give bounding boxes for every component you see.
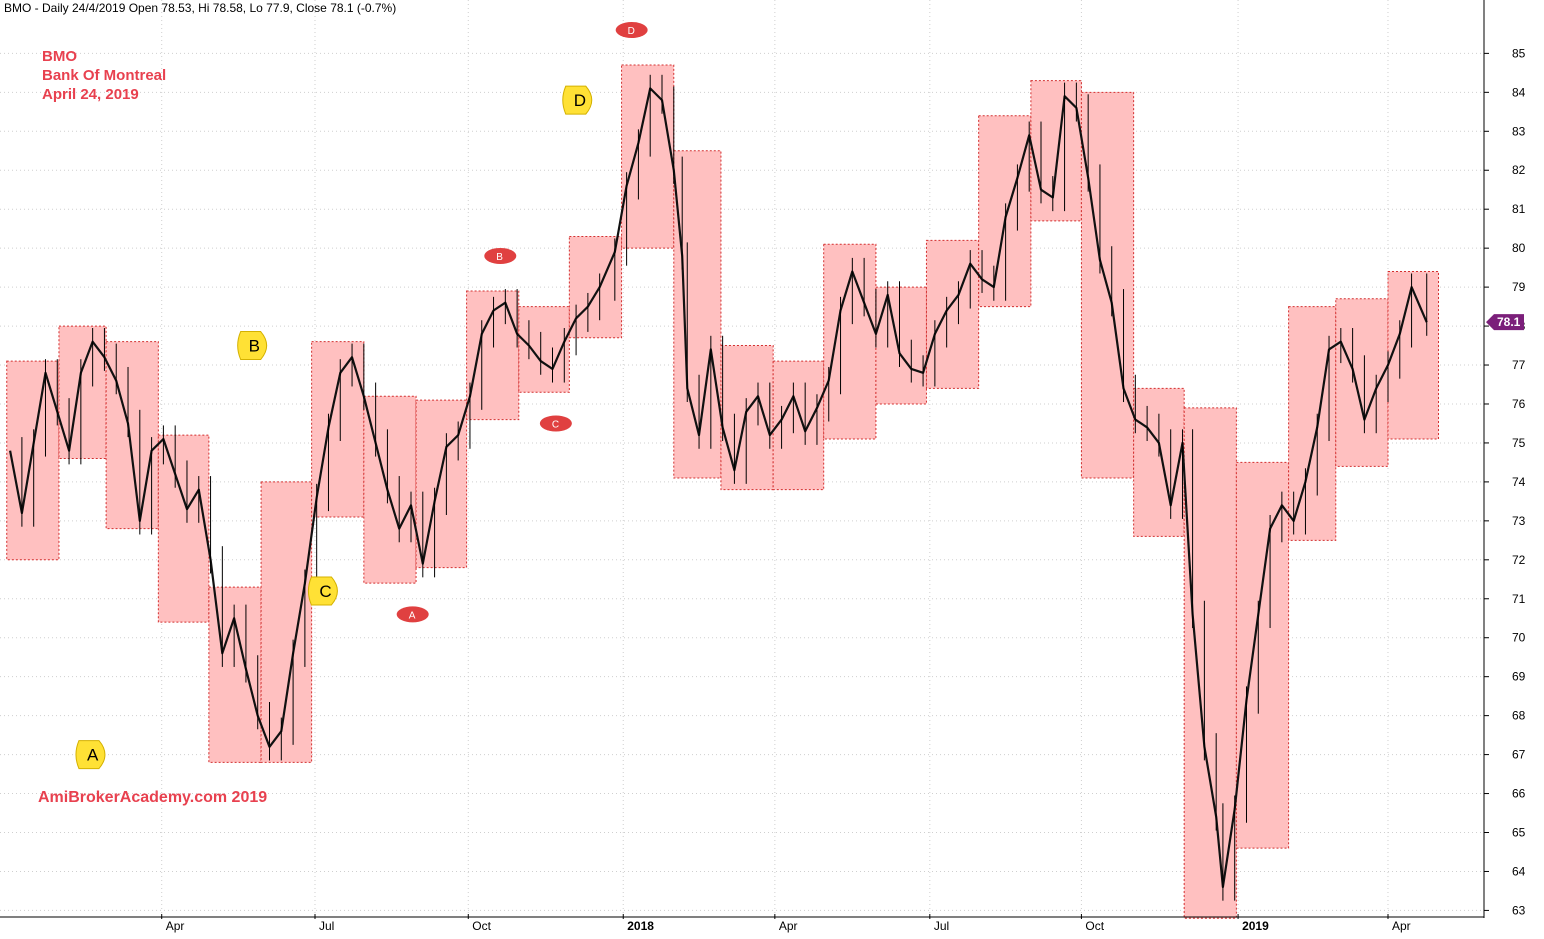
monthly-range-box: [1183, 407, 1237, 919]
monthly-range-box: [823, 243, 877, 440]
yellow-callout: [562, 85, 593, 115]
last-price-marker: [1486, 314, 1524, 331]
title-ticker: BMO: [42, 48, 77, 65]
title-company: Bank Of Montreal: [42, 67, 166, 84]
x-tick-label: 2018: [627, 919, 654, 933]
monthly-range-box: [875, 286, 927, 405]
y-tick-label: 71: [1512, 592, 1526, 606]
monthly-range-box: [1030, 80, 1082, 222]
monthly-range-box: [58, 325, 107, 460]
red-callout: [539, 415, 572, 432]
monthly-range-box: [105, 341, 159, 530]
y-tick-label: 63: [1512, 903, 1526, 917]
y-tick-label: 66: [1512, 787, 1526, 801]
monthly-range-box: [6, 360, 60, 561]
monthly-range-box: [157, 434, 210, 623]
y-tick-label: 73: [1512, 514, 1526, 528]
last-price-label: 78.1: [1497, 315, 1521, 329]
red-callout-label: D: [628, 26, 635, 37]
y-tick-label: 69: [1512, 670, 1526, 684]
callouts: A B C D D B C A: [75, 22, 648, 770]
y-tick-label: 74: [1512, 475, 1526, 489]
y-tick-label: 72: [1512, 553, 1526, 567]
monthly-range-box: [415, 399, 468, 569]
y-tick-label: 68: [1512, 709, 1526, 723]
y-tick-label: 82: [1512, 163, 1526, 177]
yellow-callout: [237, 331, 268, 361]
chart-header: BMO - Daily 24/4/2019 Open 78.53, Hi 78.…: [4, 1, 396, 15]
x-tick-label: Jul: [319, 919, 334, 933]
x-tick-label: Oct: [1085, 919, 1104, 933]
y-tick-label: 83: [1512, 124, 1526, 138]
yellow-callout-label: D: [574, 91, 586, 110]
yellow-callout-label: C: [319, 582, 331, 601]
y-tick-label: 84: [1512, 85, 1526, 99]
red-callout-label: B: [496, 252, 503, 263]
yellow-callout: [75, 740, 106, 770]
monthly-range-box: [1387, 271, 1440, 440]
y-tick-label: 80: [1512, 241, 1526, 255]
monthly-range-box: [1133, 387, 1185, 537]
price-series: [9, 74, 1428, 901]
yellow-callout-label: A: [87, 746, 99, 765]
red-callout: [484, 247, 517, 264]
y-tick-label: 81: [1512, 202, 1526, 216]
monthly-range-box: [1288, 306, 1337, 541]
monthly-range-box: [260, 481, 313, 763]
watermark-text: AmiBrokerAcademy.com 2019: [38, 789, 267, 806]
monthly-range-box: [673, 150, 722, 479]
monthly-range-box: [925, 239, 980, 389]
yellow-callout: [307, 576, 338, 606]
y-tick-label: 75: [1512, 436, 1526, 450]
y-tick-label: 85: [1512, 46, 1526, 60]
monthly-range-box: [621, 64, 675, 249]
y-tick-label: 67: [1512, 748, 1526, 762]
red-callout-label: A: [409, 610, 416, 621]
monthly-range-box: [978, 115, 1032, 308]
red-callout: [615, 22, 648, 38]
yellow-callout-label: B: [249, 337, 260, 356]
monthly-range-box: [772, 360, 825, 491]
y-tick-label: 65: [1512, 826, 1526, 840]
x-tick-label: 2019: [1242, 919, 1269, 933]
x-tick-label: Apr: [779, 919, 798, 933]
price-line: [9, 87, 1428, 889]
y-tick-label: 64: [1512, 864, 1526, 878]
y-tick-label: 79: [1512, 280, 1526, 294]
monthly-range-box: [1235, 461, 1290, 849]
red-callout-label: C: [552, 419, 559, 430]
y-tick-label: 77: [1512, 358, 1526, 372]
x-tick-label: Apr: [166, 919, 185, 933]
monthly-range-box: [568, 235, 623, 339]
y-tick-label: 70: [1512, 631, 1526, 645]
y-tick-label: 76: [1512, 397, 1526, 411]
x-tick-label: Oct: [472, 919, 491, 933]
x-tick-label: Apr: [1392, 919, 1411, 933]
title-date: April 24, 2019: [42, 86, 139, 103]
x-tick-label: Jul: [934, 919, 949, 933]
red-callout: [396, 606, 429, 623]
